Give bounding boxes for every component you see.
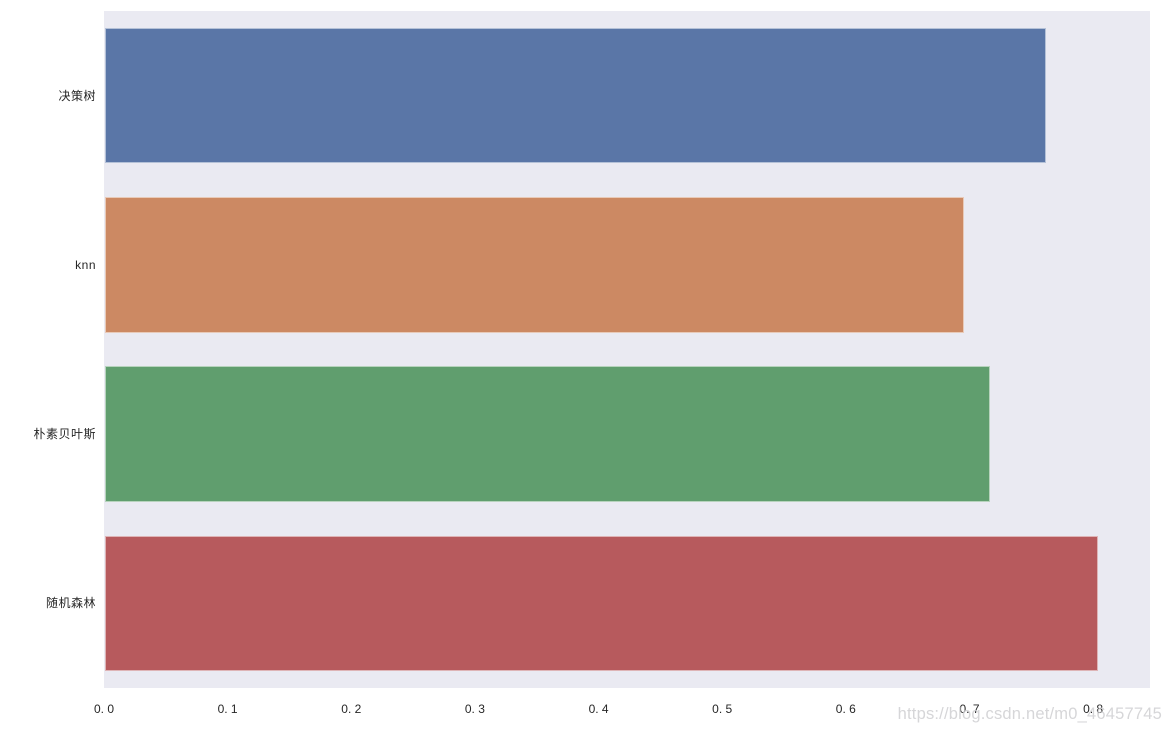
y-tick-label: 随机森林 (45, 596, 96, 611)
bar-3 (105, 535, 1098, 672)
x-tick-label: 0. 3 (464, 702, 485, 716)
x-tick-label: 0. 0 (93, 702, 115, 716)
x-tick-label: 0. 8 (1083, 702, 1104, 716)
watermark: https://blog.csdn.net/m0_46457745 (897, 705, 1162, 723)
bar-2 (105, 366, 991, 502)
x-tick-label: 0. 5 (712, 702, 733, 716)
x-tick-label: 0. 4 (588, 702, 609, 716)
x-tick-label: 0. 1 (217, 702, 238, 716)
bar-1 (105, 197, 965, 333)
y-tick-label: 朴素贝叶斯 (33, 427, 96, 442)
y-tick-label: 决策树 (58, 88, 96, 103)
x-tick-label: 0. 2 (341, 702, 362, 716)
plot-area (104, 11, 1150, 688)
x-tick-label: 0. 7 (959, 702, 980, 716)
bar-0 (105, 27, 1046, 164)
y-tick-label: knn (75, 257, 96, 272)
x-tick-label: 0. 6 (835, 702, 856, 716)
